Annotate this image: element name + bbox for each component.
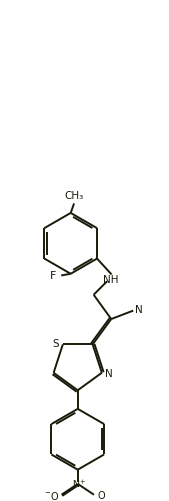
- Text: NH: NH: [103, 274, 118, 284]
- Text: O: O: [98, 490, 105, 499]
- Text: $^{-}$O: $^{-}$O: [44, 489, 60, 500]
- Text: N$^{+}$: N$^{+}$: [73, 478, 86, 490]
- Text: N: N: [135, 304, 143, 314]
- Text: F: F: [50, 271, 56, 281]
- Text: N: N: [105, 369, 113, 379]
- Text: S: S: [53, 338, 59, 348]
- Text: CH₃: CH₃: [64, 191, 84, 201]
